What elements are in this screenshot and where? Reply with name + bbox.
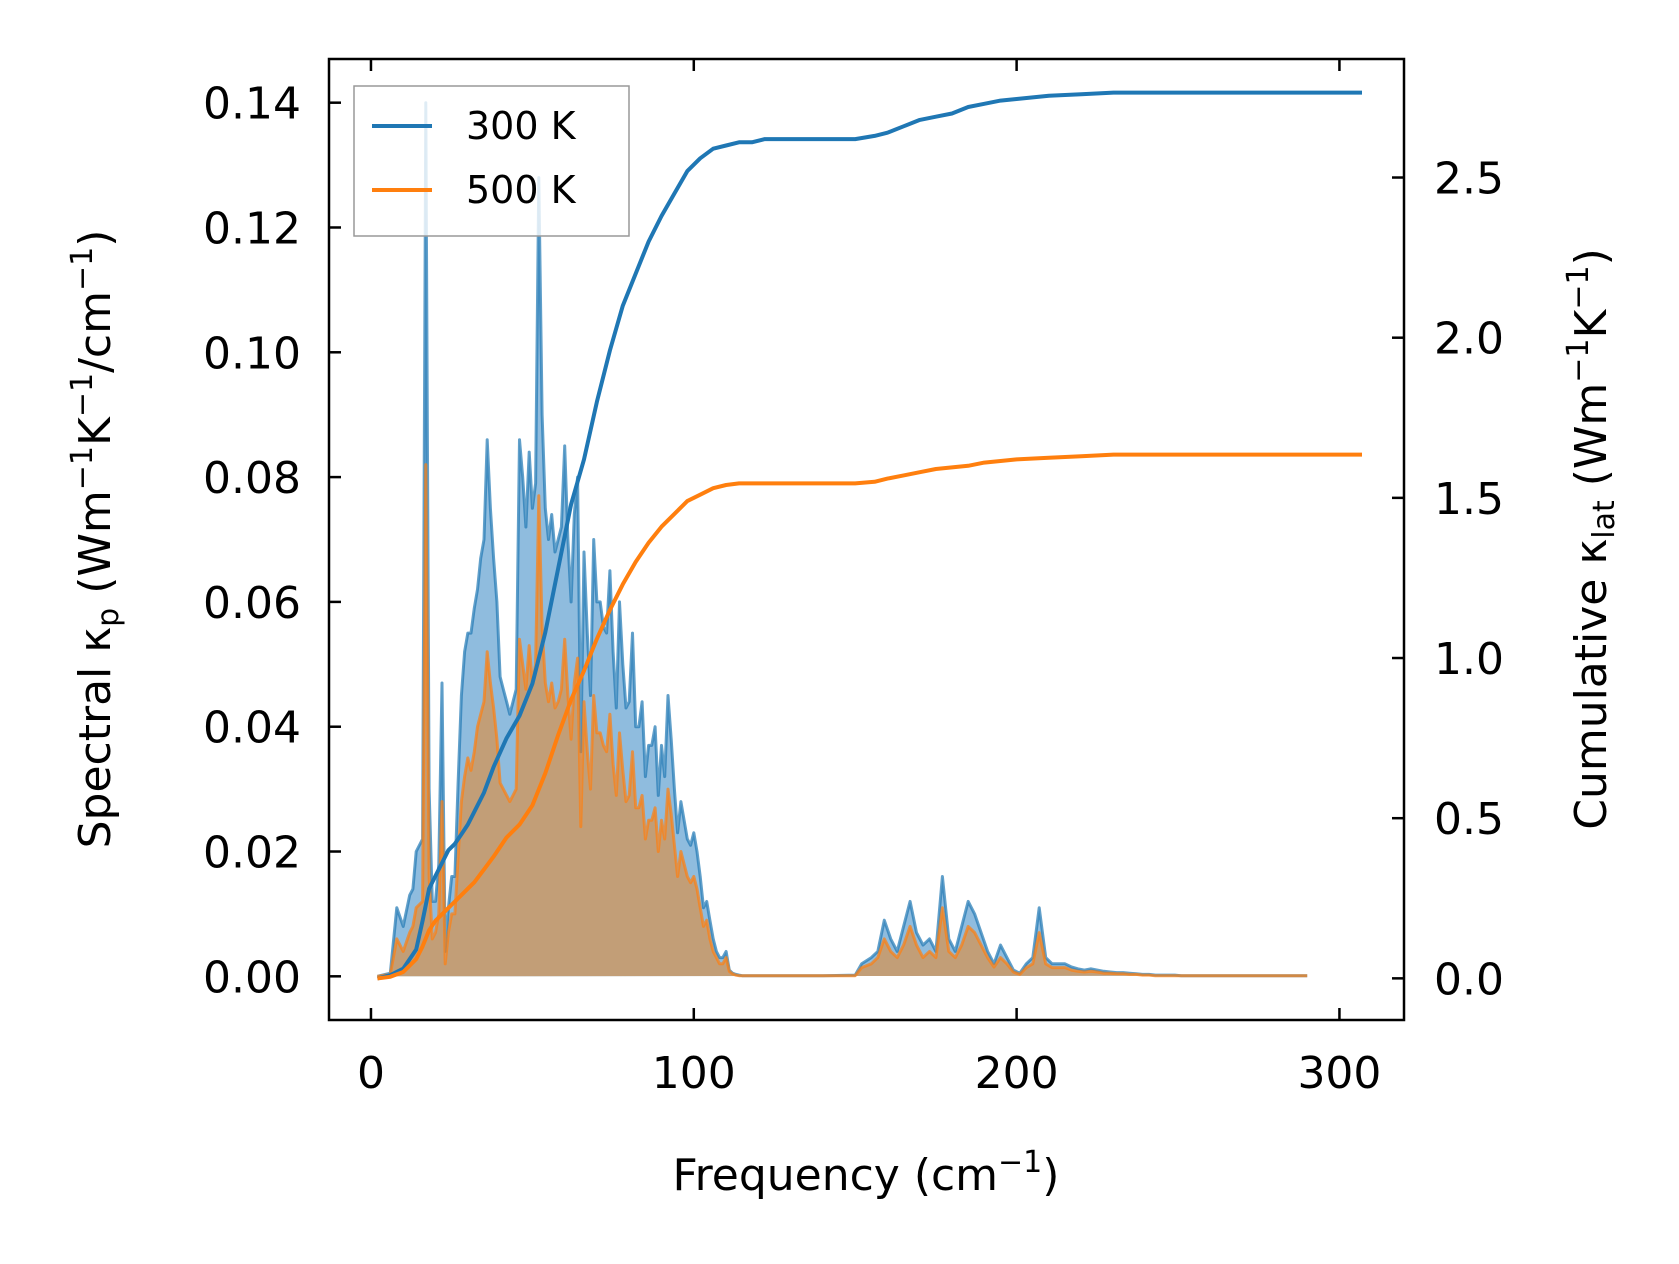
cumulative-line-300k	[376, 90, 1362, 981]
spectral-fills	[377, 101, 1308, 978]
spectral-area-500k	[377, 464, 1308, 977]
y-left-tick-label: 0.00	[203, 952, 301, 1003]
x-tick-label: 300	[1297, 1048, 1381, 1099]
x-axis-label: Frequency (cm−1)	[673, 1145, 1060, 1201]
y-right-tick-label: 1.5	[1434, 474, 1504, 525]
y-right-tick-label: 2.5	[1434, 154, 1504, 205]
y-right-tick-label: 0.0	[1434, 954, 1504, 1005]
y-left-tick-label: 0.08	[203, 453, 301, 504]
spectral-edge-300k	[377, 101, 1308, 978]
spectral-edge-500k	[377, 463, 1308, 978]
x-tick-label: 0	[357, 1048, 385, 1099]
legend-label-300k: 300 K	[466, 104, 577, 148]
cumulative-line-500k	[377, 452, 1362, 981]
plot-frame	[327, 57, 1406, 1022]
y-left-tick-label: 0.14	[203, 79, 301, 130]
legend-box	[353, 85, 630, 237]
series-lines	[376, 90, 1362, 981]
y-left-tick-label: 0.10	[203, 328, 301, 379]
y-axis-right-label: Cumulative κlat (Wm−1K−1)	[1561, 248, 1622, 830]
x-tick-label: 100	[652, 1048, 736, 1099]
x-tick-label: 200	[975, 1048, 1059, 1099]
y-left-tick-label: 0.04	[203, 703, 301, 754]
legend-label-500k: 500 K	[466, 168, 577, 212]
legend: 300 K 500 K	[353, 85, 630, 237]
y-left-tick-label: 0.06	[203, 578, 301, 629]
y-left-tick-label: 0.12	[203, 203, 301, 254]
y-right-tick-label: 1.0	[1434, 634, 1504, 685]
ticks: 0 100 200 300 0.00 0.02 0.04 0.06 0.08 0.10 0.12 0.…	[203, 59, 1504, 1099]
y-axis-left-label: Spectral κp (Wm−1K−1/cm−1)	[65, 230, 126, 849]
y-right-tick-label: 2.0	[1434, 314, 1504, 365]
y-left-tick-label: 0.02	[203, 828, 301, 879]
y-right-tick-label: 0.5	[1434, 794, 1504, 845]
